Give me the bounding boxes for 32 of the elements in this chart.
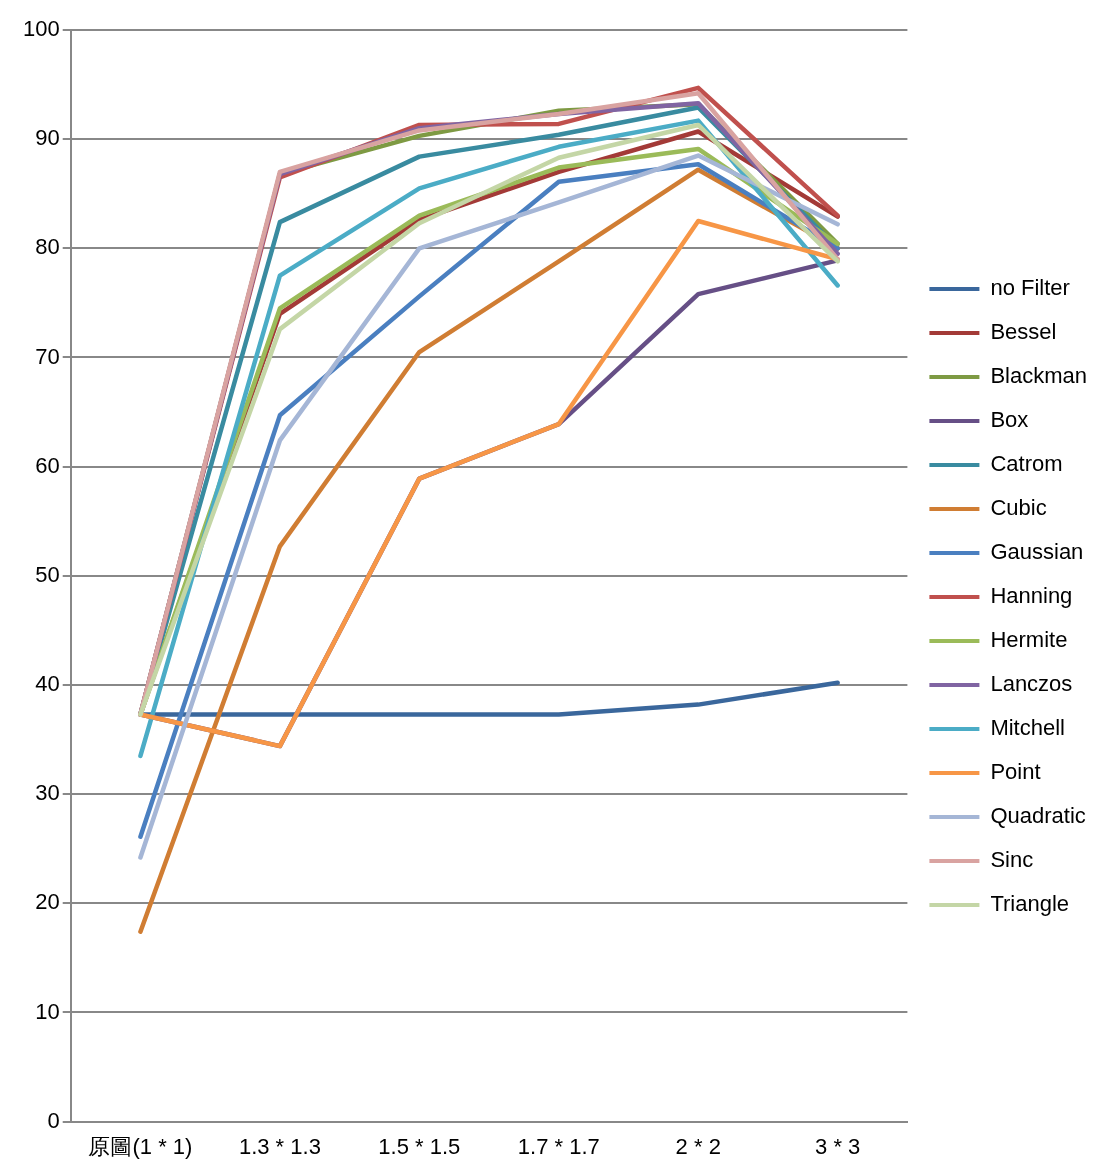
legend-label: Lanczos <box>990 671 1073 697</box>
x-tick-label: 1.3 * 1.3 <box>238 1133 321 1159</box>
legend-label: Mitchell <box>990 715 1065 741</box>
y-tick-label: 40 <box>35 671 60 697</box>
y-tick-label: 50 <box>35 561 60 587</box>
x-tick-label: 1.7 * 1.7 <box>517 1133 600 1159</box>
legend-label: Catrom <box>990 451 1063 477</box>
y-tick-label: 0 <box>47 1107 60 1133</box>
legend-label: Hermite <box>990 627 1068 653</box>
legend-label: no Filter <box>990 275 1070 301</box>
legend-label: Gaussian <box>990 539 1084 565</box>
legend-label: Cubic <box>990 495 1047 521</box>
legend-label: Hanning <box>990 583 1073 609</box>
y-tick-label: 80 <box>35 234 60 260</box>
x-tick-label: 2 * 2 <box>675 1133 721 1159</box>
y-tick-label: 30 <box>35 780 60 806</box>
legend-label: Sinc <box>990 847 1034 873</box>
x-tick-label: 1.5 * 1.5 <box>378 1133 461 1159</box>
y-tick-label: 20 <box>35 889 60 915</box>
y-tick-label: 60 <box>35 452 60 478</box>
x-tick-label: 原圖(1 * 1) <box>88 1133 193 1159</box>
x-tick-label: 3 * 3 <box>815 1133 861 1159</box>
y-tick-label: 10 <box>35 998 60 1024</box>
y-tick-label: 70 <box>35 343 60 369</box>
legend-label: Box <box>990 407 1029 433</box>
legend-label: Point <box>990 759 1041 785</box>
legend-label: Quadratic <box>990 803 1086 829</box>
y-tick-label: 90 <box>35 125 60 151</box>
y-tick-label: 100 <box>22 16 60 42</box>
legend-label: Blackman <box>990 363 1087 389</box>
legend-label: Triangle <box>990 891 1070 917</box>
legend-label: Bessel <box>990 319 1057 345</box>
